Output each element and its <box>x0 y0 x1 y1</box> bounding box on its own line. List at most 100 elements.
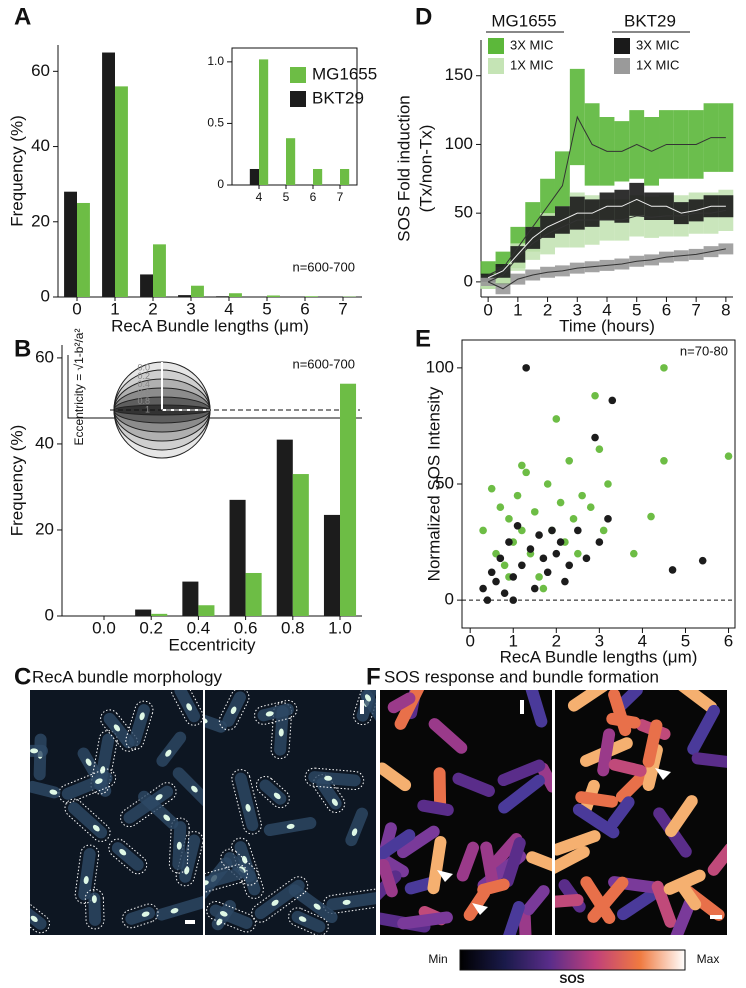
bar <box>151 613 168 616</box>
legend-group: BKT29 <box>624 11 676 30</box>
cell <box>691 752 727 771</box>
cell <box>254 879 305 920</box>
x-tick-label: 0 <box>465 631 474 650</box>
panel-label: F <box>366 663 381 690</box>
x-tick-label: 1.0 <box>328 618 352 637</box>
x-tick-label: 5 <box>283 190 290 204</box>
cell <box>642 719 663 768</box>
bar <box>178 295 191 297</box>
recA-focus <box>191 785 198 793</box>
point <box>500 561 509 570</box>
bar <box>340 383 357 616</box>
bar <box>305 296 318 297</box>
x-tick-label: 5 <box>632 300 641 319</box>
point <box>530 584 539 593</box>
y-tick-label: 0 <box>45 605 54 624</box>
recA-focus <box>170 908 179 914</box>
recA-focus <box>83 876 89 885</box>
cell <box>205 713 227 733</box>
cells <box>30 690 203 934</box>
x-tick-label: 0.6 <box>234 618 258 637</box>
y-tick-label: 0.5 <box>207 116 224 130</box>
cell <box>665 795 698 838</box>
bar <box>102 52 115 298</box>
x-tick-label: 0.2 <box>139 618 163 637</box>
point <box>604 480 612 488</box>
legend-swatch <box>614 38 630 54</box>
x-tick-label: 4 <box>602 300 611 319</box>
x-tick-label: 2 <box>543 300 552 319</box>
x-tick-label: 8 <box>721 300 730 319</box>
recA-focus <box>100 766 106 775</box>
cell <box>380 762 412 792</box>
micrograph <box>380 690 552 935</box>
cell <box>597 728 616 777</box>
cells <box>380 690 552 935</box>
x-axis-label: RecA Bundle lengths (μm) <box>500 647 698 666</box>
point <box>479 526 487 535</box>
legend-label: 3X MIC <box>510 37 553 52</box>
legend-label: 3X MIC <box>636 37 679 52</box>
recA-focus <box>298 916 307 922</box>
point <box>552 415 561 423</box>
legend-swatch <box>290 91 306 107</box>
point <box>599 526 608 535</box>
point <box>500 589 509 597</box>
recA-focus <box>139 712 145 721</box>
point <box>565 456 574 465</box>
cell <box>308 771 361 787</box>
bar <box>216 296 229 297</box>
cell <box>380 829 416 860</box>
panel-label: B <box>14 335 31 362</box>
cell <box>501 837 526 888</box>
recA-focus <box>184 866 190 875</box>
x-tick-label: 7 <box>337 190 344 204</box>
cell-outline <box>270 702 293 760</box>
recA-focus <box>342 899 351 905</box>
x-axis-label: Time (hours) <box>559 316 655 335</box>
scale-bar <box>185 920 195 924</box>
legend-swatch <box>290 67 306 83</box>
bar <box>229 499 246 616</box>
point <box>479 584 487 593</box>
point <box>509 573 518 581</box>
x-tick-label: 2 <box>148 299 157 318</box>
bar <box>77 202 90 297</box>
cell <box>452 772 495 797</box>
y-axis-label: Normalized SOS Intensity <box>424 386 443 581</box>
bar <box>182 581 199 616</box>
recA-focus <box>141 911 150 917</box>
point <box>578 491 586 500</box>
cell-outline <box>251 876 309 923</box>
x-tick-label: 4 <box>256 190 263 204</box>
y-tick-label: 100 <box>426 357 454 376</box>
point <box>591 433 599 442</box>
cell <box>500 901 525 935</box>
bar <box>191 285 204 297</box>
y-tick-label: 40 <box>31 136 50 155</box>
bar <box>135 609 152 616</box>
bar <box>245 572 262 616</box>
cell <box>555 830 601 856</box>
cell-outline <box>100 709 139 752</box>
cell <box>78 848 96 901</box>
legend-group: MG1655 <box>491 11 556 30</box>
cell <box>580 876 616 924</box>
inset-scale-label: 0.8 <box>137 396 150 406</box>
point <box>595 445 604 453</box>
legend-label: MG1655 <box>312 64 377 83</box>
bar <box>115 86 128 297</box>
x-tick-label: 3 <box>573 300 582 319</box>
bar <box>313 168 323 185</box>
inset-scale-label: 0.6 <box>137 388 150 398</box>
eccentricity-inset: Eccentricity = √1-b²/a² <box>67 329 362 459</box>
series-line <box>487 115 726 276</box>
cell <box>433 767 447 813</box>
cell <box>125 907 156 925</box>
legend-swatch <box>488 58 504 74</box>
arrowhead <box>655 768 671 780</box>
panel-label: D <box>415 3 432 30</box>
recA-focus <box>219 911 228 917</box>
x-tick-label: 6 <box>724 631 733 650</box>
